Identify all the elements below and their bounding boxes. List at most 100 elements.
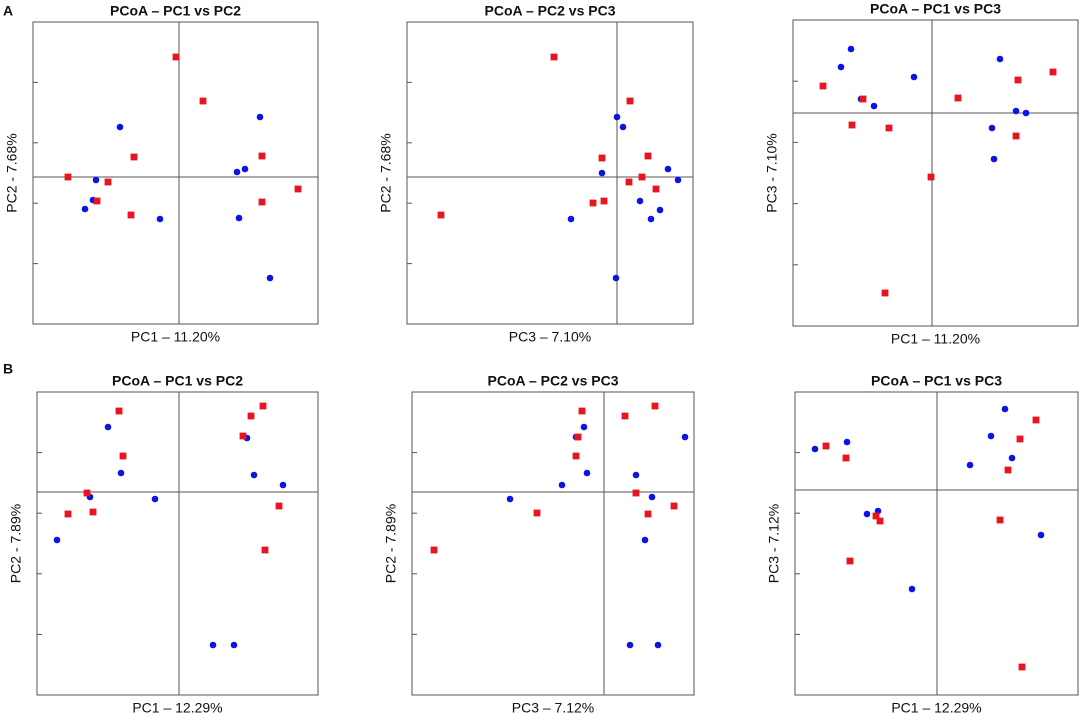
point [636, 197, 644, 205]
point [1014, 76, 1022, 84]
point [199, 97, 207, 105]
point [247, 412, 255, 420]
y-axis-label: PC2 - 7.68% [4, 133, 20, 212]
point [870, 102, 878, 110]
point [863, 510, 871, 518]
point [572, 452, 580, 460]
point [644, 152, 652, 160]
point [846, 557, 854, 565]
point [93, 197, 101, 205]
y-axis-label: PC3 - 7.10% [764, 133, 780, 212]
point [641, 536, 649, 544]
point [600, 197, 608, 205]
point [104, 423, 112, 431]
point [837, 63, 845, 71]
point [64, 173, 72, 181]
point [598, 154, 606, 162]
point [127, 211, 135, 219]
chart-title: PCoA – PC2 vs PC3 [488, 373, 619, 389]
point [430, 546, 438, 554]
point [89, 508, 97, 516]
point [533, 509, 541, 517]
point [259, 402, 267, 410]
point [966, 461, 974, 469]
point [580, 423, 588, 431]
point [621, 412, 629, 420]
point [885, 124, 893, 132]
point [437, 211, 445, 219]
plot-frame [406, 21, 694, 325]
point [619, 123, 627, 131]
point [1012, 132, 1020, 140]
point [598, 169, 606, 177]
chart-title: PCoA – PC1 vs PC2 [110, 3, 241, 19]
point [819, 82, 827, 90]
point [294, 185, 302, 193]
point [656, 206, 664, 214]
point [996, 516, 1004, 524]
point [130, 153, 138, 161]
point [258, 152, 266, 160]
point [64, 510, 72, 518]
point [117, 469, 125, 477]
point [116, 123, 124, 131]
point [625, 178, 633, 186]
point [1001, 405, 1009, 413]
point [664, 165, 672, 173]
point [1004, 466, 1012, 474]
y-axis-label: PC2 - 7.89% [383, 504, 399, 583]
point [670, 502, 678, 510]
point [990, 155, 998, 163]
point [811, 445, 819, 453]
point [859, 95, 867, 103]
point [104, 178, 112, 186]
plot-frame [32, 21, 319, 325]
point [822, 442, 830, 450]
point [83, 489, 91, 497]
point [644, 510, 652, 518]
point [1008, 454, 1016, 462]
point [1037, 531, 1045, 539]
point [209, 641, 217, 649]
point [674, 176, 682, 184]
point [151, 495, 159, 503]
point [632, 471, 640, 479]
x-axis-label: PC1 – 11.20% [131, 329, 220, 345]
point [1049, 68, 1057, 76]
point [1012, 107, 1020, 115]
point [613, 113, 621, 121]
point [988, 124, 996, 132]
point [612, 274, 620, 282]
point [558, 481, 566, 489]
x-axis-label: PC3 – 7.10% [509, 329, 592, 345]
point [1018, 663, 1026, 671]
point [910, 73, 918, 81]
point [848, 121, 856, 129]
y-axis-label: PC2 - 7.89% [8, 504, 24, 583]
x-axis-label: PC1 – 11.20% [891, 331, 980, 347]
point [233, 168, 241, 176]
point [1016, 435, 1024, 443]
point [996, 55, 1004, 63]
point [230, 641, 238, 649]
plot-frame [411, 391, 695, 696]
panel-label: B [3, 361, 13, 377]
plot-frame [792, 19, 1079, 327]
point [578, 407, 586, 415]
point [258, 198, 266, 206]
panel-label: A [3, 3, 13, 19]
point [115, 407, 123, 415]
point [842, 454, 850, 462]
point [927, 173, 935, 181]
point [872, 512, 880, 520]
point [647, 215, 655, 223]
point [589, 199, 597, 207]
point [567, 215, 575, 223]
point [881, 289, 889, 297]
point [626, 97, 634, 105]
point [256, 113, 264, 121]
x-axis-label: PC3 – 7.12% [512, 700, 595, 713]
point [632, 489, 640, 497]
point [506, 495, 514, 503]
